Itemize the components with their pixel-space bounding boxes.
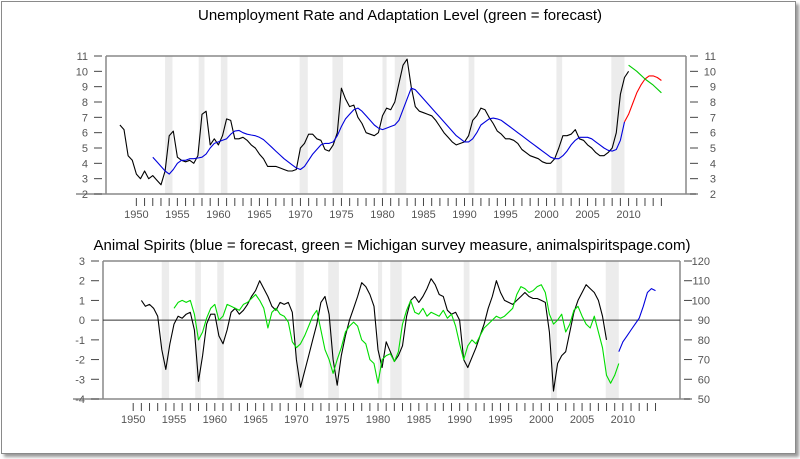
recession-band — [220, 56, 228, 194]
x-tick-label: 2010 — [611, 414, 635, 426]
recession-band — [295, 261, 304, 399]
y-tick-label-left: -3 — [75, 374, 85, 386]
y-tick-label-left: 3 — [79, 256, 85, 268]
y-tick-label-right: 6 — [710, 128, 716, 140]
y-tick-label-left: 2 — [82, 189, 88, 201]
y-tick-label-right: 7 — [710, 112, 716, 124]
y-tick-label-right: 5 — [710, 143, 716, 155]
recession-band — [161, 261, 170, 399]
x-tick-label: 2005 — [575, 209, 599, 221]
recession-band — [195, 261, 201, 399]
x-tick-label: 1990 — [452, 209, 476, 221]
y-tick-label-right: 8 — [710, 97, 716, 109]
y-tick-label-left: 0 — [79, 315, 85, 327]
x-tick-label: 1995 — [493, 209, 517, 221]
recession-band — [299, 56, 308, 194]
recession-band — [378, 261, 383, 399]
y-tick-label-right: 9 — [710, 82, 716, 94]
y-tick-label-right: 10 — [704, 66, 716, 78]
y-tick-label-left: -4 — [75, 394, 85, 406]
y-tick-label-right: 2 — [710, 189, 716, 201]
chart-title-animal-spirits: Animal Spirits (blue = forecast, green =… — [94, 237, 691, 254]
recession-band — [605, 261, 619, 399]
series-line-animal-spirits — [140, 278, 608, 392]
y-tick-label-right: 80 — [698, 335, 710, 347]
x-tick-label: 2000 — [529, 414, 553, 426]
y-tick-label-right: 3 — [710, 174, 716, 186]
x-tick-label: 1970 — [284, 414, 308, 426]
x-tick-label: 1975 — [325, 414, 349, 426]
recession-band — [556, 56, 563, 194]
series-line-adaptation-level-forecast — [624, 75, 662, 123]
chart-title-unemployment: Unemployment Rate and Adaptation Level (… — [198, 7, 602, 24]
unemployment-panel: 2 3 4 5 6 7 8 9 10 11 2 3 4 5 6 7 8 9 10 11 1950 1955 1960 1965… — [76, 51, 716, 221]
y-tick-label-right: 120 — [692, 256, 710, 268]
recession-band — [611, 56, 625, 194]
y-tick-label-left: -1 — [75, 335, 85, 347]
x-tick-label: 1950 — [124, 209, 148, 221]
y-tick-label-left: 10 — [76, 66, 88, 78]
y-tick-label-right: 100 — [692, 295, 710, 307]
recession-band — [165, 56, 173, 194]
x-tick-label: 1955 — [162, 414, 186, 426]
recession-band — [217, 261, 224, 399]
animal-spirits-panel: -4 -3 -2 -1 0 1 2 3 50 60 70 80 90 100 110 120 1950 1955 1… — [73, 256, 710, 426]
series-line-unemployment-forecast — [628, 64, 662, 94]
series-line-michigan-survey-measure — [173, 284, 620, 384]
y-tick-label-right: 90 — [698, 315, 710, 327]
y-tick-label-left: -2 — [75, 355, 85, 367]
y-tick-label-left: 5 — [82, 143, 88, 155]
x-tick-label: 1950 — [121, 414, 145, 426]
recession-band — [382, 56, 387, 194]
recession-band — [198, 56, 205, 194]
y-tick-label-right: 60 — [698, 374, 710, 386]
x-tick-label: 1975 — [329, 209, 353, 221]
recession-band — [551, 261, 557, 399]
y-tick-label-left: 8 — [82, 97, 88, 109]
x-tick-label: 1960 — [206, 209, 230, 221]
y-tick-label-left: 3 — [82, 174, 88, 186]
recession-band — [328, 261, 339, 399]
x-tick-label: 1965 — [247, 209, 271, 221]
x-tick-label: 1955 — [165, 209, 189, 221]
x-tick-label: 2005 — [570, 414, 594, 426]
x-tick-label: 1990 — [447, 414, 471, 426]
y-tick-label-left: 4 — [82, 158, 88, 170]
y-tick-label-right: 110 — [692, 276, 710, 288]
x-tick-label: 2000 — [534, 209, 558, 221]
x-tick-label: 1980 — [370, 209, 394, 221]
y-tick-label-right: 50 — [698, 394, 710, 406]
x-tick-label: 1970 — [288, 209, 312, 221]
series-line-animal-spirits-forecast — [618, 288, 656, 352]
recession-band — [394, 56, 407, 194]
y-tick-label-left: 6 — [82, 128, 88, 140]
x-tick-label: 1980 — [366, 414, 390, 426]
y-tick-label-left: 2 — [79, 276, 85, 288]
x-tick-label: 1995 — [488, 414, 512, 426]
y-tick-label-left: 9 — [82, 82, 88, 94]
series-line-unemployment-rate — [119, 58, 630, 186]
y-tick-label-left: 11 — [77, 51, 88, 63]
series-line-adaptation-level — [152, 87, 626, 175]
y-tick-label-left: 1 — [79, 295, 85, 307]
y-tick-label-right: 70 — [698, 355, 710, 367]
recession-band — [463, 261, 470, 399]
x-tick-label: 1960 — [203, 414, 227, 426]
x-tick-label: 2010 — [616, 209, 640, 221]
recession-band — [390, 261, 402, 399]
x-tick-label: 1985 — [407, 414, 431, 426]
y-tick-label-right: 4 — [710, 158, 716, 170]
y-tick-label-left: 7 — [82, 112, 88, 124]
y-tick-label-right: 11 — [705, 51, 716, 63]
x-tick-label: 1965 — [243, 414, 267, 426]
x-tick-label: 1985 — [411, 209, 435, 221]
